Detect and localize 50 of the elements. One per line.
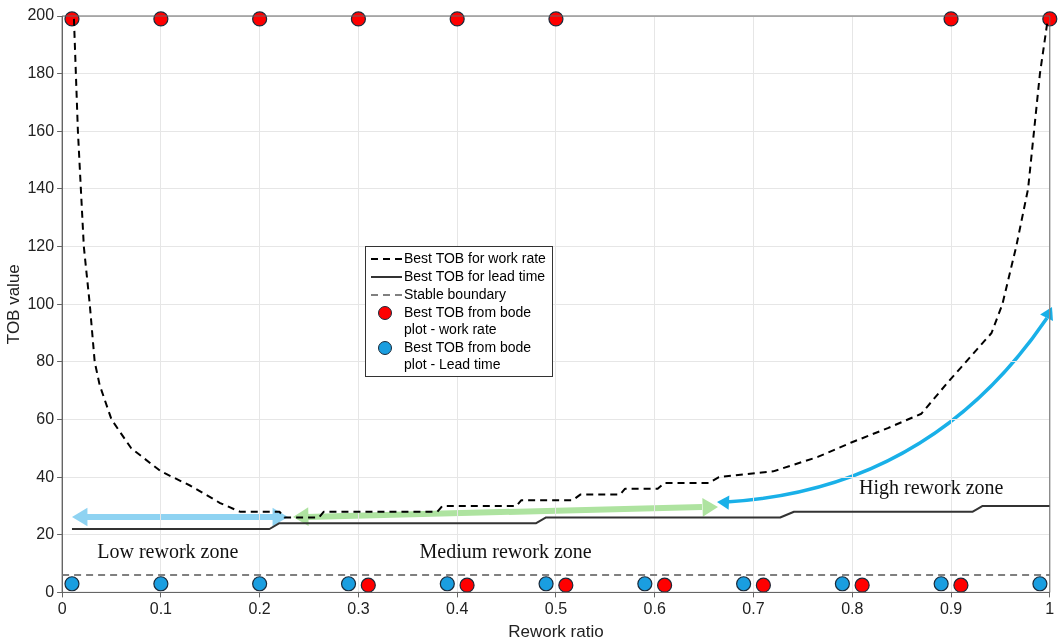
- point: [360, 577, 376, 593]
- legend-label: Best TOB from bode plot - work rate: [404, 304, 533, 338]
- point: [736, 576, 752, 592]
- x-axis-title: Rework ratio: [508, 622, 604, 642]
- legend-label: Best TOB from bode plot - Lead time: [404, 339, 533, 373]
- y-tick-label: 100: [27, 294, 55, 312]
- legend-label: Best TOB for work rate: [404, 250, 546, 267]
- y-tick-label: 0: [45, 582, 55, 600]
- x-tick-label: 0: [57, 600, 67, 618]
- point: [933, 576, 949, 592]
- y-tick-label: 20: [36, 525, 55, 543]
- point: [153, 576, 169, 592]
- point: [459, 577, 475, 593]
- y-axis-title: TOB value: [3, 264, 23, 345]
- y-tick-label: 200: [27, 6, 55, 24]
- point: [252, 576, 268, 592]
- y-tick-label: 140: [27, 179, 55, 197]
- x-tick-label: 0.1: [149, 600, 173, 618]
- legend-label: Stable boundary: [404, 286, 506, 303]
- x-tick-label: 0.8: [841, 600, 864, 618]
- point: [953, 577, 969, 593]
- point: [755, 577, 771, 593]
- point: [657, 577, 673, 593]
- point: [1032, 576, 1048, 592]
- point: [538, 576, 554, 592]
- y-tick-label: 40: [36, 467, 55, 485]
- x-tick-label: 0.7: [742, 600, 765, 618]
- x-tick-label: 0.2: [248, 600, 271, 618]
- legend-label: Best TOB for lead time: [404, 268, 546, 285]
- point: [439, 576, 455, 592]
- annotation: Low rework zone: [97, 540, 239, 563]
- point: [834, 576, 850, 592]
- x-tick-label: 0.9: [939, 600, 963, 618]
- y-tick-label: 60: [36, 409, 55, 427]
- y-tick-label: 120: [27, 236, 55, 254]
- point: [854, 577, 870, 593]
- x-tick-label: 0.3: [347, 600, 370, 618]
- point: [558, 577, 574, 593]
- y-tick-label: 160: [27, 121, 55, 139]
- y-tick-label: 80: [36, 352, 55, 370]
- annotation: High rework zone: [859, 475, 1004, 499]
- x-tick-label: 0.4: [446, 600, 469, 618]
- x-tick-label: 0.5: [544, 600, 568, 618]
- point: [340, 576, 357, 592]
- x-tick-label: 0.6: [643, 600, 666, 618]
- x-tick-label: 1: [1045, 600, 1055, 618]
- point: [64, 576, 80, 592]
- point: [637, 576, 653, 592]
- annotation: Medium rework zone: [419, 540, 592, 563]
- y-tick-label: 180: [27, 64, 55, 82]
